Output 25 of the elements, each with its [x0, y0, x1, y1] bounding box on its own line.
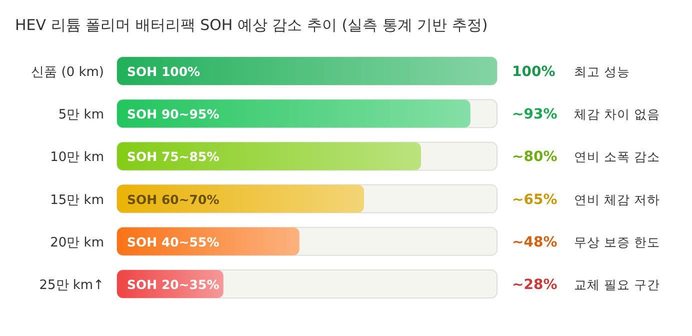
y-tick-label: 신품 (0 km)	[31, 65, 104, 80]
annotation: SOH 75~85%	[127, 149, 220, 164]
annotation: SOH 60~70%	[127, 192, 220, 207]
y-tick-label: 10만 km	[50, 150, 104, 166]
data-label: ~93%	[512, 106, 558, 123]
text: 최고 성능	[574, 64, 630, 79]
data-label: ~48%	[512, 234, 558, 250]
annotation: SOH 40~55%	[127, 234, 220, 250]
y-tick-label: 20만 km	[50, 235, 104, 250]
y-tick-label: 15만 km	[50, 192, 104, 208]
annotation: SOH 20~35%	[127, 277, 220, 292]
text: 교체 필요 구간	[574, 277, 660, 292]
text: 무상 보증 한도	[574, 234, 660, 250]
y-tick-label: 5만 km	[58, 108, 104, 123]
chart-title: HEV 리튬 폴리머 배터리팩 SOH 예상 감소 추이 (실측 통계 기반 추정)	[15, 16, 488, 34]
annotation: SOH 90~95%	[127, 106, 220, 122]
data-label: ~80%	[512, 149, 558, 166]
data-label: ~28%	[512, 277, 558, 293]
text: 체감 차이 없음	[574, 106, 660, 122]
data-label: ~65%	[512, 192, 558, 208]
annotation: SOH 100%	[127, 64, 201, 79]
text: 연비 소폭 감소	[574, 149, 660, 164]
data-label: 100%	[512, 64, 556, 80]
y-tick-label: 25만 km↑	[39, 278, 104, 293]
text: 연비 체감 저하	[574, 192, 660, 207]
